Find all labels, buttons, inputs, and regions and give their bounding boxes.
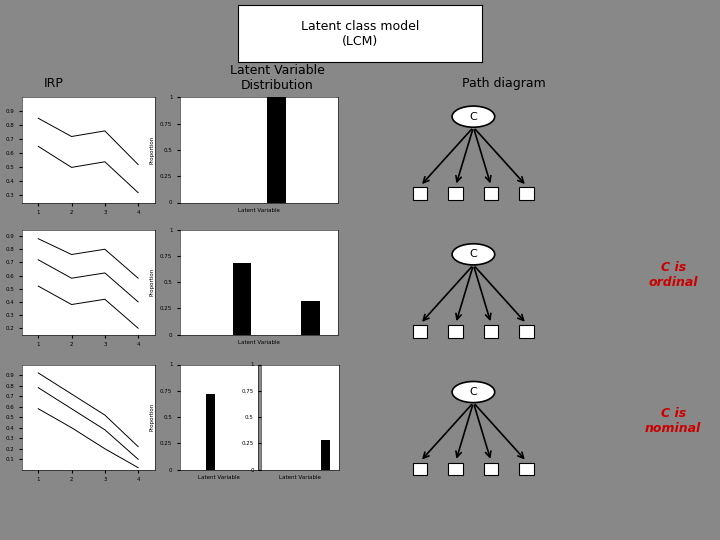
X-axis label: Latent Variable: Latent Variable (279, 475, 321, 481)
Bar (519, 325, 534, 338)
X-axis label: Latent Variable: Latent Variable (238, 208, 280, 213)
Bar (413, 463, 428, 475)
X-axis label: Latent Variable: Latent Variable (238, 340, 280, 346)
Ellipse shape (452, 106, 495, 127)
Bar (484, 463, 498, 475)
Bar (302, 301, 320, 335)
Bar (519, 463, 534, 475)
Bar (449, 187, 463, 200)
Bar (233, 263, 251, 335)
Y-axis label: Proportion: Proportion (150, 268, 155, 296)
Text: Latent class model
(LCM): Latent class model (LCM) (301, 20, 419, 48)
Ellipse shape (452, 381, 495, 403)
Y-axis label: Proportion: Proportion (150, 136, 155, 164)
Text: Latent Variable
Distribution: Latent Variable Distribution (230, 64, 325, 92)
Bar (519, 187, 534, 200)
Bar (413, 187, 428, 200)
Text: C is
ordinal: C is ordinal (649, 261, 698, 289)
X-axis label: Latent Variable: Latent Variable (198, 475, 240, 481)
Bar (267, 97, 286, 202)
Bar (449, 325, 463, 338)
Bar (413, 325, 428, 338)
Text: C is
nominal: C is nominal (645, 407, 701, 435)
Bar (206, 394, 215, 470)
Text: C: C (469, 249, 477, 259)
Bar (484, 187, 498, 200)
Bar (484, 325, 498, 338)
Text: C: C (469, 387, 477, 397)
Y-axis label: Proportion: Proportion (150, 403, 155, 431)
Text: Path diagram: Path diagram (462, 77, 546, 90)
Text: IRP: IRP (44, 77, 64, 90)
Bar (321, 440, 330, 470)
Text: C: C (469, 112, 477, 122)
Bar (449, 463, 463, 475)
Ellipse shape (452, 244, 495, 265)
